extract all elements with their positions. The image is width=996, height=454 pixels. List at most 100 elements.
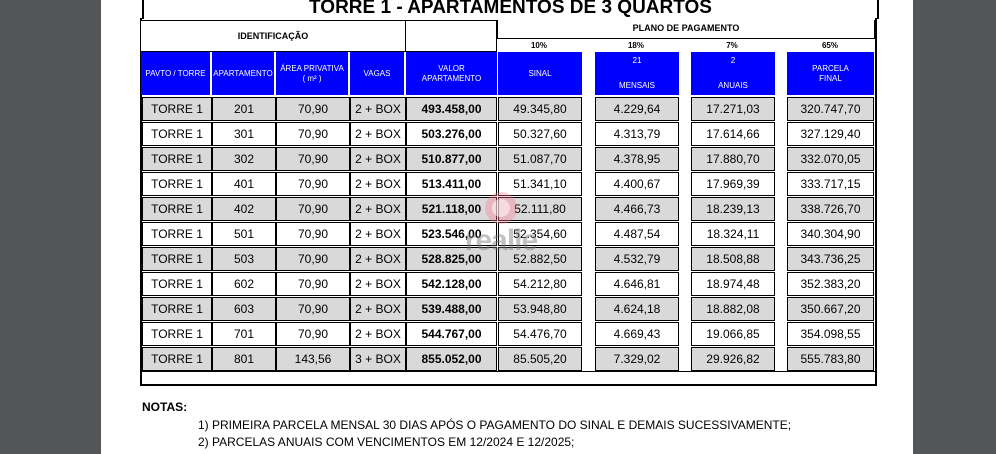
cell-mensal: 7.329,02 [595, 347, 679, 371]
cell-valor: 503.276,00 [406, 122, 497, 146]
cell-area: 143,56 [276, 347, 350, 371]
cell-area: 70,90 [276, 322, 350, 346]
cell-apartamento: 301 [212, 122, 276, 146]
cell-sinal: 51.341,10 [498, 172, 582, 196]
cell-sinal: 52.882,50 [498, 247, 582, 271]
header-apartamento-label: APARTAMENTO [213, 68, 273, 78]
header-apartamento: APARTAMENTO [212, 52, 274, 95]
cell-anual: 18.974,48 [691, 272, 775, 296]
cell-mensal: 4.229,64 [595, 97, 679, 121]
notes-title: NOTAS: [142, 400, 188, 414]
cell-sinal: 51.087,70 [498, 147, 582, 171]
cell-area: 70,90 [276, 272, 350, 296]
cell-final: 350.667,20 [787, 297, 874, 321]
cell-apartamento: 503 [212, 247, 276, 271]
table-frame [140, 18, 877, 386]
cell-valor: 855.052,00 [406, 347, 497, 371]
cell-valor: 539.488,00 [406, 297, 497, 321]
cell-valor: 528.825,00 [406, 247, 497, 271]
cell-final: 555.783,80 [787, 347, 874, 371]
header-valor: VALOR APARTAMENTO [406, 52, 497, 95]
cell-sinal: 54.212,80 [498, 272, 582, 296]
cell-valor: 513.411,00 [406, 172, 497, 196]
cell-mensal: 4.624,18 [595, 297, 679, 321]
cell-final: 327.129,40 [787, 122, 874, 146]
cell-apartamento: 603 [212, 297, 276, 321]
cell-torre: TORRE 1 [142, 97, 212, 121]
identificacao-header: IDENTIFICAÇÃO [141, 20, 406, 52]
empty-row [141, 371, 875, 384]
cell-anual: 17.880,70 [691, 147, 775, 171]
cell-torre: TORRE 1 [142, 122, 212, 146]
cell-anual: 18.508,88 [691, 247, 775, 271]
header-sinal-label: SINAL [528, 68, 552, 78]
cell-vagas: 2 + BOX [350, 122, 406, 146]
cell-torre: TORRE 1 [142, 247, 212, 271]
cell-mensal: 4.378,95 [595, 147, 679, 171]
note-1: 1) PRIMEIRA PARCELA MENSAL 30 DIAS APÓS … [198, 418, 792, 432]
cell-torre: TORRE 1 [142, 172, 212, 196]
cell-final: 338.726,70 [787, 197, 874, 221]
cell-anual: 17.614,66 [691, 122, 775, 146]
cell-valor: 544.767,00 [406, 322, 497, 346]
header-vagas-label: VAGAS [363, 68, 391, 78]
cell-sinal: 53.948,80 [498, 297, 582, 321]
blank-header [405, 20, 497, 52]
header-pavto-label: PAVTO / TORRE [145, 68, 206, 78]
cell-sinal: 52.111,80 [498, 197, 582, 221]
cell-vagas: 2 + BOX [350, 322, 406, 346]
table-title: TORRE 1 - APARTAMENTOS DE 3 QUARTOS [142, 0, 879, 19]
cell-torre: TORRE 1 [142, 322, 212, 346]
cell-sinal: 85.505,20 [498, 347, 582, 371]
pct-anuais: 7% [726, 41, 738, 50]
header-pavto: PAVTO / TORRE [141, 52, 210, 95]
header-anuais-count: 2 [730, 56, 736, 65]
cell-torre: TORRE 1 [142, 272, 212, 296]
cell-area: 70,90 [276, 147, 350, 171]
header-final-label: PARCELA [812, 63, 849, 73]
cell-anual: 17.271,03 [691, 97, 775, 121]
plano-label: PLANO DE PAGAMENTO [632, 23, 740, 33]
header-final: PARCELA FINAL [787, 52, 874, 95]
cell-final: 352.383,20 [787, 272, 874, 296]
cell-valor: 510.877,00 [406, 147, 497, 171]
cell-valor: 542.128,00 [406, 272, 497, 296]
cell-vagas: 2 + BOX [350, 97, 406, 121]
identificacao-label: IDENTIFICAÇÃO [237, 31, 309, 41]
header-anuais: 2 ANUAIS [691, 52, 775, 95]
header-mensais: 21 MENSAIS [595, 52, 679, 95]
cell-anual: 18.882,08 [691, 297, 775, 321]
cell-apartamento: 401 [212, 172, 276, 196]
cell-torre: TORRE 1 [142, 347, 212, 371]
cell-final: 332.070,05 [787, 147, 874, 171]
header-valor-label: VALOR [438, 63, 465, 73]
cell-apartamento: 402 [212, 197, 276, 221]
cell-apartamento: 801 [212, 347, 276, 371]
cell-anual: 19.066,85 [691, 322, 775, 346]
cell-torre: TORRE 1 [142, 297, 212, 321]
cell-valor: 523.546,00 [406, 222, 497, 246]
header-anuais-label: ANUAIS [718, 81, 748, 90]
pct-mensais: 18% [627, 41, 644, 50]
plano-header: PLANO DE PAGAMENTO [497, 20, 875, 39]
header-final-label-2: FINAL [819, 73, 842, 83]
cell-final: 333.717,15 [787, 172, 874, 196]
cell-apartamento: 302 [212, 147, 276, 171]
cell-final: 343.736,25 [787, 247, 874, 271]
cell-area: 70,90 [276, 222, 350, 246]
cell-sinal: 50.327,60 [498, 122, 582, 146]
cell-final: 320.747,70 [787, 97, 874, 121]
header-vagas: VAGAS [350, 52, 404, 95]
cell-vagas: 2 + BOX [350, 247, 406, 271]
cell-anual: 18.239,13 [691, 197, 775, 221]
note-2: 2) PARCELAS ANUAIS COM VENCIMENTOS EM 12… [198, 435, 575, 449]
cell-area: 70,90 [276, 247, 350, 271]
cell-vagas: 2 + BOX [350, 297, 406, 321]
header-mensais-label: MENSAIS [618, 81, 655, 90]
cell-mensal: 4.487,54 [595, 222, 679, 246]
cell-vagas: 2 + BOX [350, 172, 406, 196]
cell-valor: 521.118,00 [406, 197, 497, 221]
cell-apartamento: 701 [212, 322, 276, 346]
cell-area: 70,90 [276, 97, 350, 121]
cell-apartamento: 602 [212, 272, 276, 296]
